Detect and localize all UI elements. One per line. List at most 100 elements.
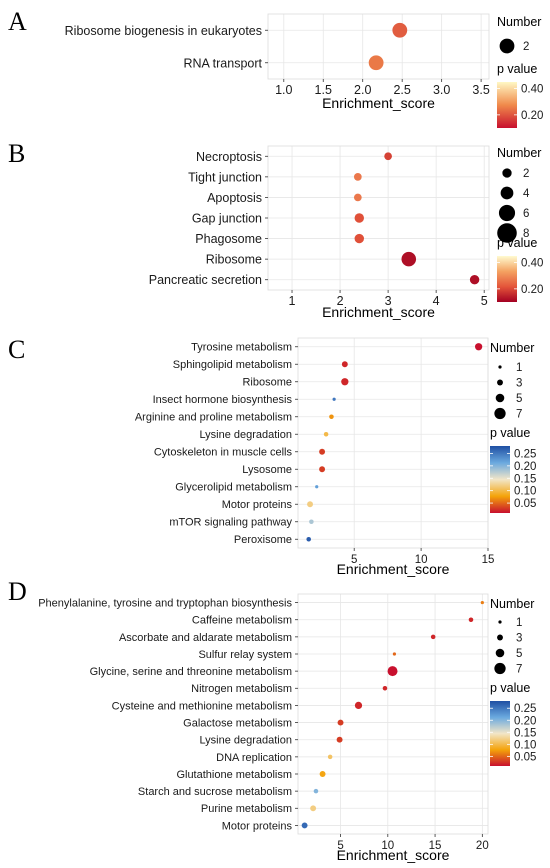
data-point — [336, 736, 343, 743]
category-label: Pancreatic secretion — [149, 273, 262, 287]
color-bar-label: 0.40 — [521, 84, 543, 96]
category-label: mTOR signaling pathway — [169, 517, 292, 529]
data-point — [323, 431, 329, 437]
category-label: Caffeine metabolism — [192, 615, 292, 627]
category-label: Sphingolipid metabolism — [173, 359, 292, 371]
data-point — [327, 754, 333, 760]
data-point — [353, 193, 362, 202]
color-bar-label: 0.20 — [514, 461, 536, 473]
category-label: Insect hormone biosynthesis — [153, 394, 293, 406]
category-label: Peroxisome — [234, 534, 292, 546]
size-legend-dot — [495, 393, 505, 403]
x-axis-label: Enrichment_score — [337, 561, 450, 577]
category-label: Arginine and proline metabolism — [135, 412, 292, 424]
x-tick-label: 15 — [429, 840, 442, 852]
category-label: Apoptosis — [207, 191, 262, 205]
color-bar-label: 0.10 — [514, 739, 536, 751]
legend-title-number: Number — [490, 341, 534, 355]
category-label: Gap junction — [192, 212, 262, 226]
data-point — [309, 519, 314, 525]
color-bar-label: 0.25 — [514, 703, 536, 715]
category-label: Ribosome — [206, 253, 262, 267]
data-point — [384, 152, 392, 161]
color-bar-label: 0.20 — [521, 110, 543, 122]
color-bar-label: 0.05 — [514, 498, 536, 510]
category-label: Glycine, serine and threonine metabolism — [90, 666, 292, 678]
legend-title-number: Number — [490, 597, 534, 611]
size-legend-dot — [494, 407, 506, 420]
category-label: Purine metabolism — [201, 803, 292, 815]
data-point — [332, 397, 336, 401]
category-label: Nitrogen metabolism — [191, 683, 292, 695]
size-legend-label: 2 — [523, 168, 529, 180]
size-legend-label: 6 — [523, 208, 529, 220]
size-legend-dot — [494, 662, 506, 675]
x-tick-label: 1 — [289, 294, 296, 308]
color-bar-label: 0.10 — [514, 486, 536, 498]
color-bar — [497, 256, 517, 302]
size-legend-dot — [499, 38, 515, 54]
color-bar — [490, 446, 510, 513]
size-legend-dot — [502, 168, 512, 178]
x-tick-label: 5 — [351, 554, 357, 566]
size-legend-dot — [498, 620, 502, 624]
data-point — [387, 666, 398, 677]
size-legend-label: 1 — [516, 362, 522, 374]
legend-title-pvalue: p value — [490, 681, 530, 695]
legend-title-pvalue: p value — [497, 236, 537, 250]
color-bar — [490, 701, 510, 766]
category-label: Glycerolipid metabolism — [175, 482, 292, 494]
color-bar-label: 0.15 — [514, 727, 536, 739]
color-bar-label: 0.05 — [514, 751, 536, 763]
data-point — [306, 536, 311, 542]
category-label: Motor proteins — [222, 820, 293, 832]
x-tick-label: 3 — [385, 294, 392, 308]
data-point — [382, 686, 388, 691]
size-legend-label: 7 — [516, 409, 522, 421]
category-label: Cytoskeleton in muscle cells — [154, 447, 293, 459]
x-tick-label: 4 — [433, 294, 440, 308]
color-bar-label: 0.15 — [514, 473, 536, 485]
x-tick-label: 2.5 — [393, 83, 410, 97]
x-tick-label: 2 — [337, 294, 344, 308]
color-bar-label: 0.20 — [521, 284, 543, 296]
x-tick-label: 3.5 — [472, 83, 489, 97]
size-legend-label: 5 — [516, 393, 522, 405]
data-point — [307, 501, 313, 508]
panel-d: D Motor proteins Purine metabolism Starch a… — [8, 577, 536, 863]
data-point — [313, 788, 319, 794]
size-legend-dot — [495, 648, 505, 658]
size-legend-label: 5 — [516, 648, 522, 660]
legend-title-pvalue: p value — [490, 426, 530, 440]
data-point — [341, 361, 348, 368]
category-label: Starch and sucrose metabolism — [138, 786, 292, 798]
category-label: Ascorbate and aldarate metabolism — [119, 632, 292, 644]
size-legend-label: 7 — [516, 664, 522, 676]
category-label: Ribosome biogenesis in eukaryotes — [65, 24, 262, 38]
data-point — [319, 448, 326, 455]
size-legend-label: 1 — [516, 617, 522, 629]
data-point — [430, 634, 436, 640]
category-label: DNA replication — [216, 752, 292, 764]
data-point — [392, 22, 408, 38]
size-legend-dot — [500, 186, 514, 200]
category-label: Tyrosine metabolism — [191, 342, 292, 354]
x-tick-label: 10 — [415, 554, 428, 566]
x-tick-label: 10 — [381, 840, 394, 852]
panel-c: C Peroxisome mTOR signaling pathway Motor p… — [8, 335, 536, 577]
data-point — [315, 485, 319, 489]
category-label: Lysosome — [242, 464, 292, 476]
data-point — [353, 173, 362, 181]
x-axis-label: Enrichment_score — [322, 95, 435, 111]
x-tick-label: 15 — [482, 554, 495, 566]
category-label: Motor proteins — [222, 499, 293, 511]
data-point — [354, 701, 363, 710]
data-point — [329, 414, 334, 420]
data-point — [480, 600, 484, 605]
x-tick-label: 2.0 — [354, 83, 371, 97]
panel-letter: C — [8, 335, 25, 364]
legend-title-pvalue: p value — [497, 62, 537, 76]
size-legend-label: 4 — [523, 188, 530, 200]
legend-title-number: Number — [497, 146, 541, 160]
